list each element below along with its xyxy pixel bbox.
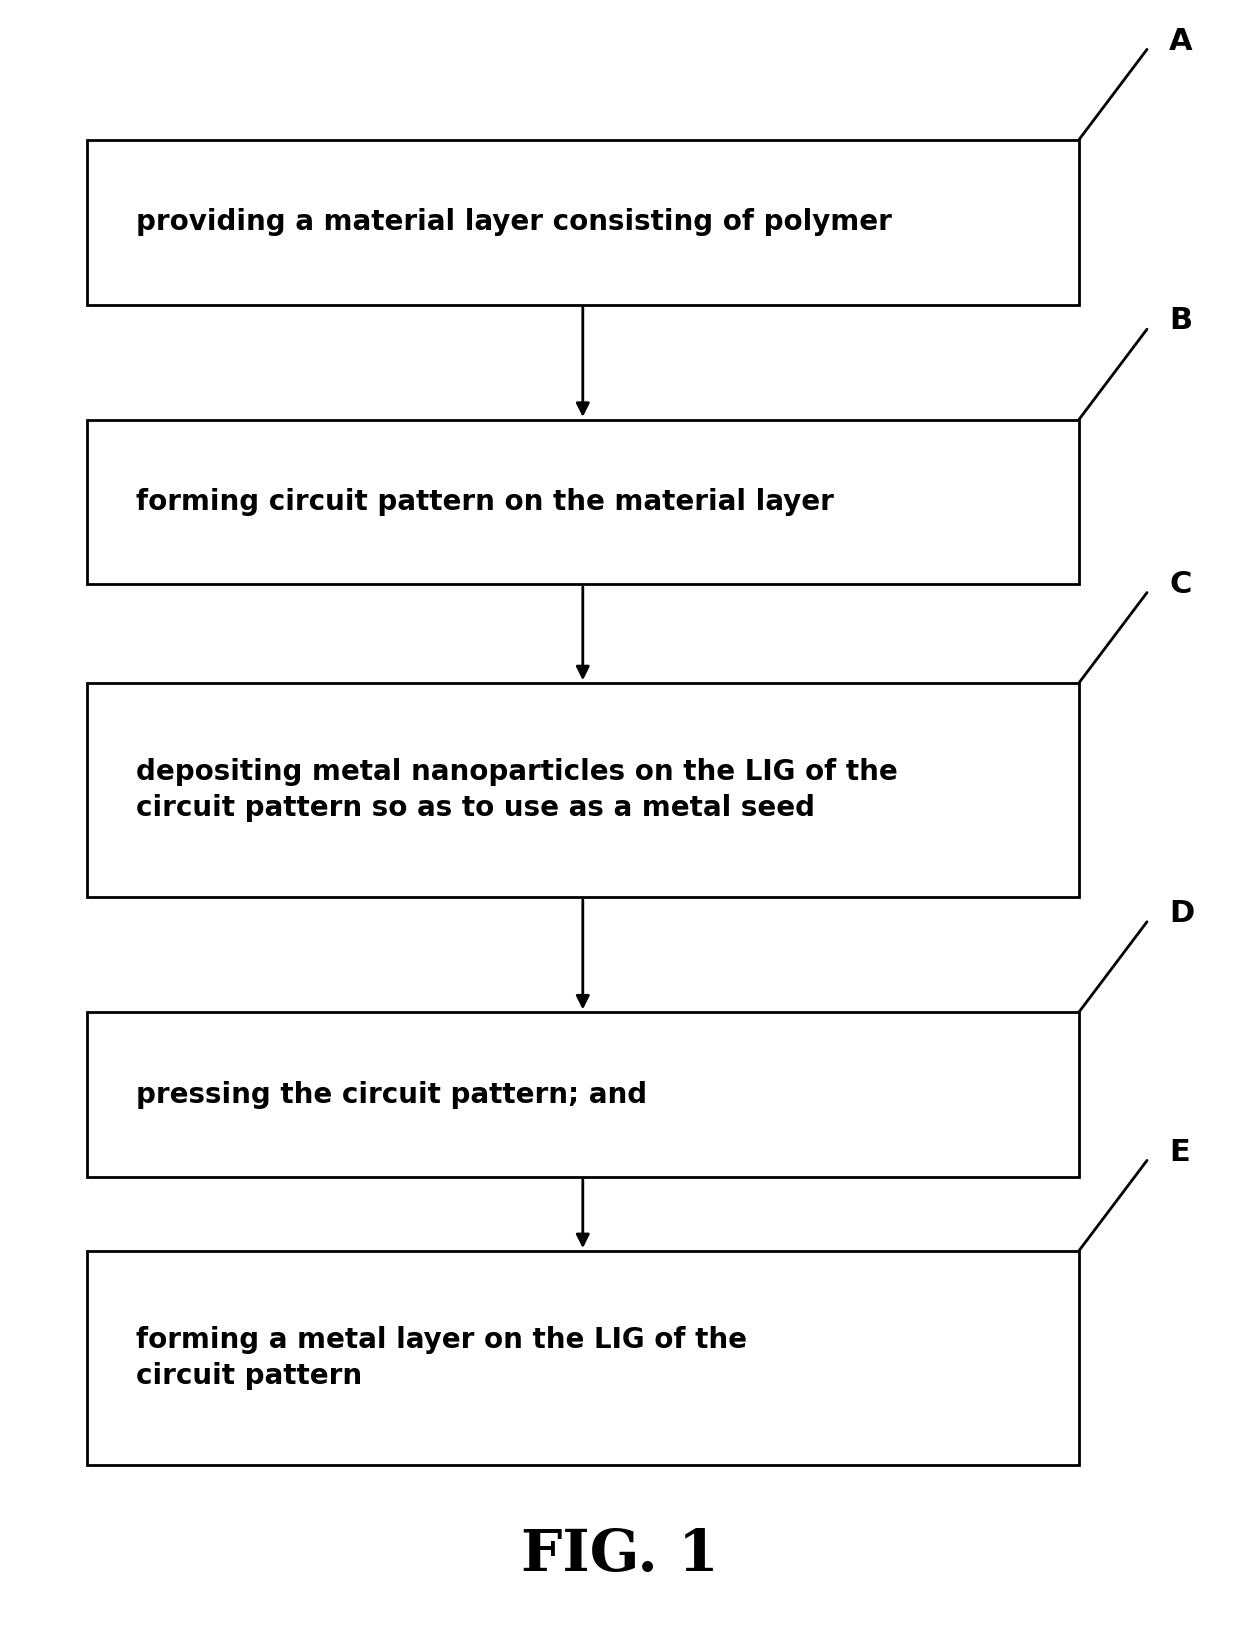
- Text: A: A: [1169, 26, 1193, 56]
- FancyBboxPatch shape: [87, 1251, 1079, 1465]
- Text: C: C: [1169, 570, 1192, 599]
- Text: providing a material layer consisting of polymer: providing a material layer consisting of…: [136, 207, 893, 237]
- Text: depositing metal nanoparticles on the LIG of the
circuit pattern so as to use as: depositing metal nanoparticles on the LI…: [136, 757, 898, 823]
- Text: forming circuit pattern on the material layer: forming circuit pattern on the material …: [136, 487, 835, 517]
- FancyBboxPatch shape: [87, 1012, 1079, 1177]
- FancyBboxPatch shape: [87, 420, 1079, 584]
- Text: pressing the circuit pattern; and: pressing the circuit pattern; and: [136, 1080, 647, 1109]
- Text: B: B: [1169, 306, 1193, 336]
- Text: FIG. 1: FIG. 1: [521, 1527, 719, 1583]
- Text: E: E: [1169, 1137, 1190, 1167]
- FancyBboxPatch shape: [87, 140, 1079, 305]
- Text: D: D: [1169, 899, 1194, 928]
- Text: forming a metal layer on the LIG of the
circuit pattern: forming a metal layer on the LIG of the …: [136, 1325, 748, 1391]
- FancyBboxPatch shape: [87, 683, 1079, 897]
